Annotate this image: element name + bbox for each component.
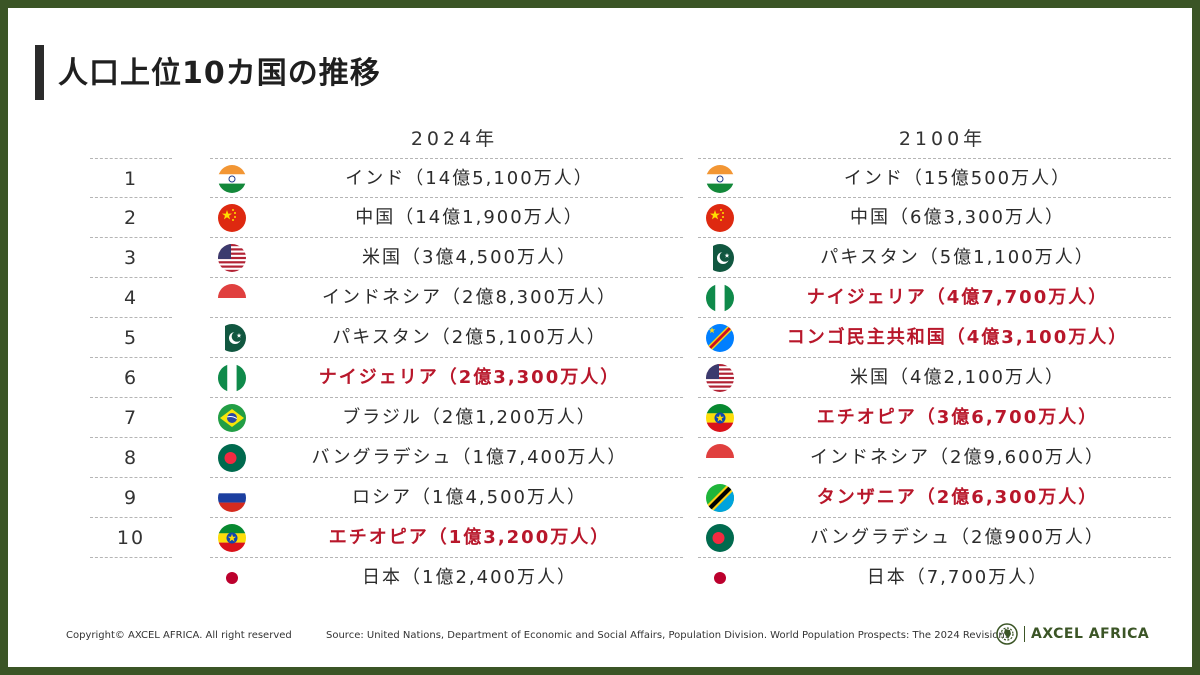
column-header-2100: 2100年 xyxy=(898,128,987,150)
column-header-2024: 2024年 xyxy=(410,128,499,150)
ranking-list-2100: インド（15億500万人） 中国（6億3,300万人） パキスタン（5億1,100万… xyxy=(698,158,1171,598)
list-item: ロシア（1億4,500万人） xyxy=(210,478,683,518)
country-label: 中国（6億3,300万人） xyxy=(850,207,1065,228)
list-item: 米国（4億2,100万人） xyxy=(698,358,1171,398)
source-text: Source: United Nations, Department of Ec… xyxy=(326,630,1008,641)
japan-flag-icon xyxy=(706,564,734,592)
rank-number: 1 xyxy=(90,158,172,198)
country-label: エチオピア（1億3,200万人） xyxy=(328,527,611,548)
bangladesh-flag-icon xyxy=(706,524,734,552)
drc-flag-icon xyxy=(706,324,734,352)
list-item: コンゴ民主共和国（4億3,100万人） xyxy=(698,318,1171,358)
country-label: タンザニア（2億6,300万人） xyxy=(816,487,1099,508)
country-label: インドネシア（2億9,600万人） xyxy=(810,447,1105,468)
country-label: 中国（14億1,900万人） xyxy=(355,207,584,228)
list-item: インド（15億500万人） xyxy=(698,158,1171,198)
country-label: コンゴ民主共和国（4億3,100万人） xyxy=(786,327,1129,348)
country-label: ロシア（1億4,500万人） xyxy=(352,487,587,508)
country-label: ブラジル（2億1,200万人） xyxy=(342,407,597,428)
usa-flag-icon xyxy=(706,364,734,392)
usa-flag-icon xyxy=(218,244,246,272)
title-accent-bar xyxy=(35,45,44,100)
rank-number: 2 xyxy=(90,198,172,238)
ethiopia-flag-icon xyxy=(706,404,734,432)
list-item: ブラジル（2億1,200万人） xyxy=(210,398,683,438)
brazil-flag-icon xyxy=(218,404,246,432)
rank-column: 1 2 3 4 5 6 7 8 9 10 xyxy=(90,158,172,558)
list-item: 日本（7,700万人） xyxy=(698,558,1171,598)
country-label: 米国（3億4,500万人） xyxy=(362,247,577,268)
country-label: ナイジェリア（2億3,300万人） xyxy=(318,367,621,388)
list-item: パキスタン（5億1,100万人） xyxy=(698,238,1171,278)
country-label: インドネシア（2億8,300万人） xyxy=(322,287,617,308)
list-item: 中国（6億3,300万人） xyxy=(698,198,1171,238)
country-label: パキスタン（2億5,100万人） xyxy=(332,327,607,348)
rank-number: 4 xyxy=(90,278,172,318)
tanzania-flag-icon xyxy=(706,484,734,512)
country-label: エチオピア（3億6,700万人） xyxy=(816,407,1099,428)
country-label: バングラデシュ（2億900万人） xyxy=(810,527,1105,548)
rank-number: 5 xyxy=(90,318,172,358)
indonesia-flag-icon xyxy=(218,284,246,312)
country-label: 米国（4億2,100万人） xyxy=(850,367,1065,388)
rank-number: 6 xyxy=(90,358,172,398)
indonesia-flag-icon xyxy=(706,444,734,472)
china-flag-icon xyxy=(706,204,734,232)
list-item: ナイジェリア（4億7,700万人） xyxy=(698,278,1171,318)
china-flag-icon xyxy=(218,204,246,232)
rank-number: 3 xyxy=(90,238,172,278)
list-item: 中国（14億1,900万人） xyxy=(210,198,683,238)
brand-logo: AXCEL AFRICA xyxy=(996,622,1149,646)
nigeria-flag-icon xyxy=(218,364,246,392)
country-label: バングラデシュ（1億7,400万人） xyxy=(311,447,628,468)
list-item: 米国（3億4,500万人） xyxy=(210,238,683,278)
logo-divider xyxy=(1024,626,1025,642)
list-item: インド（14億5,100万人） xyxy=(210,158,683,198)
list-item: ナイジェリア（2億3,300万人） xyxy=(210,358,683,398)
country-label: ナイジェリア（4億7,700万人） xyxy=(806,287,1109,308)
ethiopia-flag-icon xyxy=(218,524,246,552)
rank-number: 9 xyxy=(90,478,172,518)
list-item: バングラデシュ（2億900万人） xyxy=(698,518,1171,558)
japan-flag-icon xyxy=(218,564,246,592)
country-label: 日本（1億2,400万人） xyxy=(362,567,577,588)
list-item: エチオピア（3億6,700万人） xyxy=(698,398,1171,438)
list-item: インドネシア（2億9,600万人） xyxy=(698,438,1171,478)
country-label: インド（14億5,100万人） xyxy=(345,168,594,189)
brand-name: AXCEL AFRICA xyxy=(1031,626,1150,642)
nigeria-flag-icon xyxy=(706,284,734,312)
country-label: インド（15億500万人） xyxy=(843,168,1072,189)
page-title: 人口上位10カ国の推移 xyxy=(58,56,381,91)
rank-number: 7 xyxy=(90,398,172,438)
india-flag-icon xyxy=(706,165,734,193)
india-flag-icon xyxy=(218,165,246,193)
ranking-list-2024: インド（14億5,100万人） 中国（14億1,900万人） 米国（3億4,500万… xyxy=(210,158,683,598)
bangladesh-flag-icon xyxy=(218,444,246,472)
list-item: 日本（1億2,400万人） xyxy=(210,558,683,598)
rank-number: 8 xyxy=(90,438,172,478)
list-item: インドネシア（2億8,300万人） xyxy=(210,278,683,318)
africa-emblem-icon xyxy=(996,623,1018,645)
country-label: 日本（7,700万人） xyxy=(866,567,1049,588)
pakistan-flag-icon xyxy=(706,244,734,272)
list-item: バングラデシュ（1億7,400万人） xyxy=(210,438,683,478)
list-item: パキスタン（2億5,100万人） xyxy=(210,318,683,358)
list-item: タンザニア（2億6,300万人） xyxy=(698,478,1171,518)
rank-number: 10 xyxy=(90,518,172,558)
list-item: エチオピア（1億3,200万人） xyxy=(210,518,683,558)
slide: 人口上位10カ国の推移 2024年 2100年 1 2 3 4 5 6 7 8 9 10 インド（… xyxy=(8,8,1192,667)
country-label: パキスタン（5億1,100万人） xyxy=(820,247,1095,268)
russia-flag-icon xyxy=(218,484,246,512)
pakistan-flag-icon xyxy=(218,324,246,352)
copyright-text: Copyright© AXCEL AFRICA. All right reser… xyxy=(66,630,292,641)
